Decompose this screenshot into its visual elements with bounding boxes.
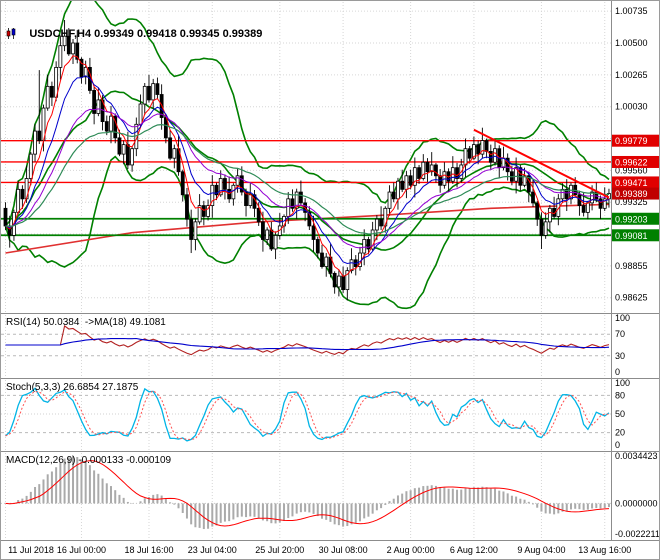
price-axis-label: 1.00500 (615, 38, 648, 48)
macd-axis-label: 0.0000000 (615, 498, 658, 508)
ema-green (5, 123, 610, 235)
price-axis-label: 0.99325 (615, 197, 648, 207)
macd-axis-label: 0.0034423 (615, 451, 658, 461)
time-axis-label: 13 Aug 16:00 (578, 545, 631, 555)
stoch-axis-label: 100 (615, 378, 630, 388)
rsi-axis-label: 0 (615, 367, 620, 377)
price-badge (612, 187, 659, 200)
price-badge (612, 134, 659, 147)
price-axis-label: 0.99560 (615, 165, 648, 175)
time-axis-label: 25 Jul 20:00 (255, 545, 304, 555)
price-axis[interactable]: 1.00735 1.00500 1.00265 1.00030 0.99560 0.993… (1, 1, 660, 541)
price-axis-label: 0.98625 (615, 293, 648, 303)
price-badge (612, 229, 659, 242)
price-badge (612, 155, 659, 168)
price-badge-label: 0.99779 (615, 136, 648, 146)
price-badge-label: 0.99389 (615, 189, 648, 199)
stoch-axis-label: 50 (615, 409, 625, 419)
time-axis-label: 11 Jul 2018 (8, 545, 54, 555)
price-axis-label: 1.00030 (615, 102, 648, 112)
macd-indicator-label: MACD(12,26,9) -0.000133 -0.000109 (6, 455, 172, 466)
time-axis-label: 9 Aug 04:00 (517, 545, 565, 555)
time-axis-label: 18 Jul 16:00 (124, 545, 173, 555)
time-axis-label: 2 Aug 00:00 (387, 545, 435, 555)
price-badge-label: 0.99471 (615, 178, 648, 188)
bollinger-upper (4, 1, 610, 227)
time-axis[interactable]: 11 Jul 2018 16 Jul 00:00 18 Jul 16:00 23 Ju… (8, 545, 631, 555)
price-axis-label: 1.00265 (615, 70, 648, 80)
macd-panel[interactable] (1, 456, 611, 530)
price-axis-label: 1.00735 (615, 6, 648, 16)
stochastic-panel[interactable] (1, 387, 611, 442)
price-badge (612, 212, 659, 225)
time-axis-label: 23 Jul 04:00 (188, 545, 237, 555)
stoch-d-line (5, 390, 610, 440)
ema-red (5, 55, 610, 278)
rsi-panel[interactable] (1, 324, 611, 357)
ema-blue (5, 75, 610, 265)
symbol-ohlc-title: USDCHF,H4 0.99349 0.99418 0.99345 0.9938… (29, 27, 263, 40)
ema-violet (5, 108, 610, 249)
price-axis-label: 0.98855 (615, 261, 648, 271)
time-axis-label: 6 Aug 12:00 (450, 545, 498, 555)
stoch-k-line (5, 387, 610, 442)
macd-signal-line (5, 460, 610, 527)
gridlines (1, 2, 611, 539)
rsi-axis-label: 100 (615, 313, 630, 323)
bollinger-lower (4, 155, 610, 310)
time-axis-label: 30 Jul 08:00 (319, 545, 368, 555)
stoch-axis-label: 80 (615, 390, 625, 400)
stochastic-indicator-label: Stoch(5,3,3) 26.6854 27.1875 (6, 382, 139, 393)
price-badge-label: 0.99622 (615, 157, 648, 167)
chart-title: USDCHF,H4 0.99349 0.99418 0.99345 0.9938… (6, 4, 262, 63)
time-axis-label: 16 Jul 00:00 (57, 545, 106, 555)
macd-axis-label: -0.0022211 (615, 529, 660, 539)
rsi-ma-line (5, 337, 610, 351)
candlestick-icon (6, 4, 24, 63)
rsi-axis-label: 30 (615, 351, 625, 361)
descending-trendline[interactable] (473, 128, 610, 199)
stoch-axis-label: 20 (615, 428, 625, 438)
stoch-axis-label: 0 (615, 440, 620, 450)
price-badge-label: 0.99081 (615, 231, 648, 241)
price-badge (612, 176, 659, 189)
price-badge-label: 0.99203 (615, 214, 648, 224)
main-panel[interactable] (1, 1, 611, 310)
rsi-indicator-label: RSI(14) 50.0384 ->MA(18) 49.1081 (6, 317, 166, 328)
rsi-axis-label: 70 (615, 329, 625, 339)
